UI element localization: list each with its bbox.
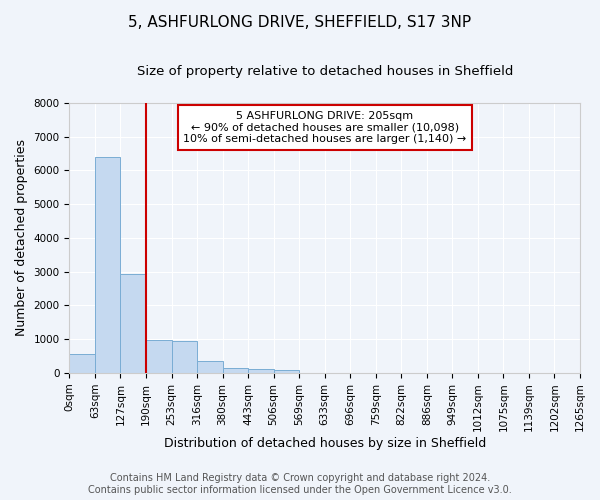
Text: Contains HM Land Registry data © Crown copyright and database right 2024.
Contai: Contains HM Land Registry data © Crown c… <box>88 474 512 495</box>
Y-axis label: Number of detached properties: Number of detached properties <box>15 140 28 336</box>
Bar <box>146 340 172 373</box>
Bar <box>121 274 146 373</box>
Bar <box>70 354 95 373</box>
Title: Size of property relative to detached houses in Sheffield: Size of property relative to detached ho… <box>137 65 513 78</box>
Text: 5 ASHFURLONG DRIVE: 205sqm
← 90% of detached houses are smaller (10,098)
10% of : 5 ASHFURLONG DRIVE: 205sqm ← 90% of deta… <box>183 111 466 144</box>
Bar <box>274 370 299 373</box>
Text: 5, ASHFURLONG DRIVE, SHEFFIELD, S17 3NP: 5, ASHFURLONG DRIVE, SHEFFIELD, S17 3NP <box>128 15 472 30</box>
Bar <box>172 340 197 373</box>
Bar <box>223 368 248 373</box>
Bar <box>95 158 121 373</box>
X-axis label: Distribution of detached houses by size in Sheffield: Distribution of detached houses by size … <box>164 437 486 450</box>
Bar <box>248 369 274 373</box>
Bar <box>197 362 223 373</box>
